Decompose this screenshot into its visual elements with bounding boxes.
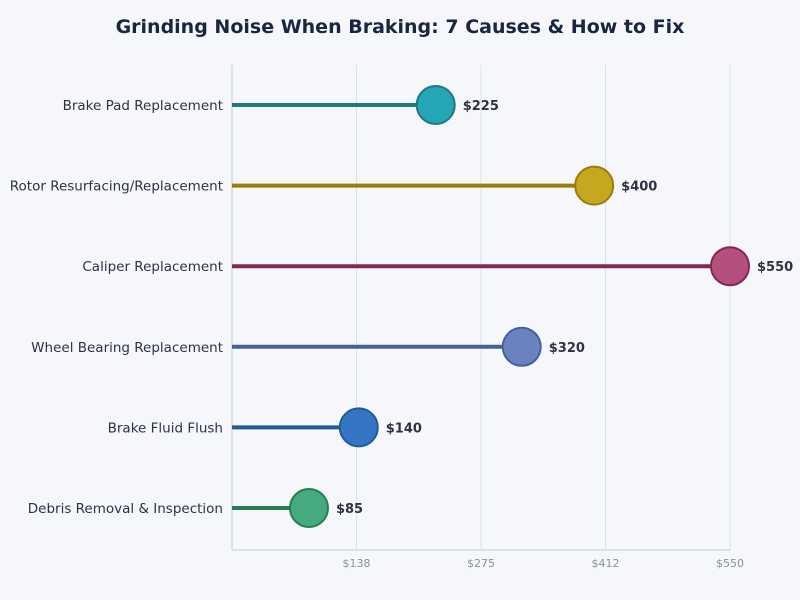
category-label: Caliper Replacement (82, 259, 223, 275)
data-label: $320 (549, 341, 585, 356)
category-label: Wheel Bearing Replacement (31, 340, 223, 356)
data-label: $400 (621, 180, 657, 195)
data-label: $85 (336, 502, 363, 517)
lollipop-dot (288, 488, 329, 528)
lollipop-dot (338, 407, 379, 448)
lollipop-dot (574, 165, 615, 206)
data-label: $225 (463, 99, 499, 114)
category-label: Debris Removal & Inspection (28, 501, 223, 517)
x-tick-label: $138 (343, 557, 371, 570)
lollipop-dot (501, 326, 542, 367)
category-label: Brake Fluid Flush (108, 420, 223, 436)
data-label: $140 (386, 421, 422, 436)
data-label: $550 (757, 260, 793, 275)
x-tick-label: $275 (467, 557, 495, 570)
chart-title: Grinding Noise When Braking: 7 Causes & … (115, 16, 685, 38)
category-label: Brake Pad Replacement (63, 98, 223, 114)
lollipop-dot (415, 85, 456, 125)
category-label: Rotor Resurfacing/Replacement (10, 179, 223, 195)
x-tick-label: $550 (716, 557, 744, 570)
lollipop-dot (710, 246, 750, 287)
x-tick-label: $412 (592, 557, 620, 570)
